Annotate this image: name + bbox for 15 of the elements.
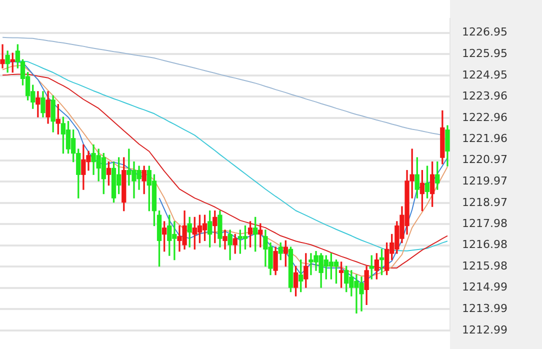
y-tick-label: 1214.99	[462, 280, 508, 294]
y-tick-label: 1212.99	[462, 323, 508, 336]
y-tick-label: 1225.95	[462, 47, 508, 60]
y-tick-label: 1221.96	[462, 132, 508, 146]
y-tick-label: 1219.97	[462, 174, 508, 188]
y-tick-label: 1215.98	[462, 260, 508, 273]
y-tick-label: 1216.98	[462, 238, 508, 252]
y-tick-label: 1222.96	[462, 110, 508, 124]
y-tick-label: 1213.99	[462, 302, 508, 315]
y-tick-label: 1223.96	[462, 89, 508, 102]
y-tick-label: 1220.97	[462, 153, 508, 166]
y-tick-label: 1218.97	[462, 196, 508, 209]
y-tick-label: 1224.95	[462, 68, 508, 82]
y-tick-label: 1217.98	[462, 216, 508, 230]
y-tick-label: 1226.95	[462, 26, 508, 39]
